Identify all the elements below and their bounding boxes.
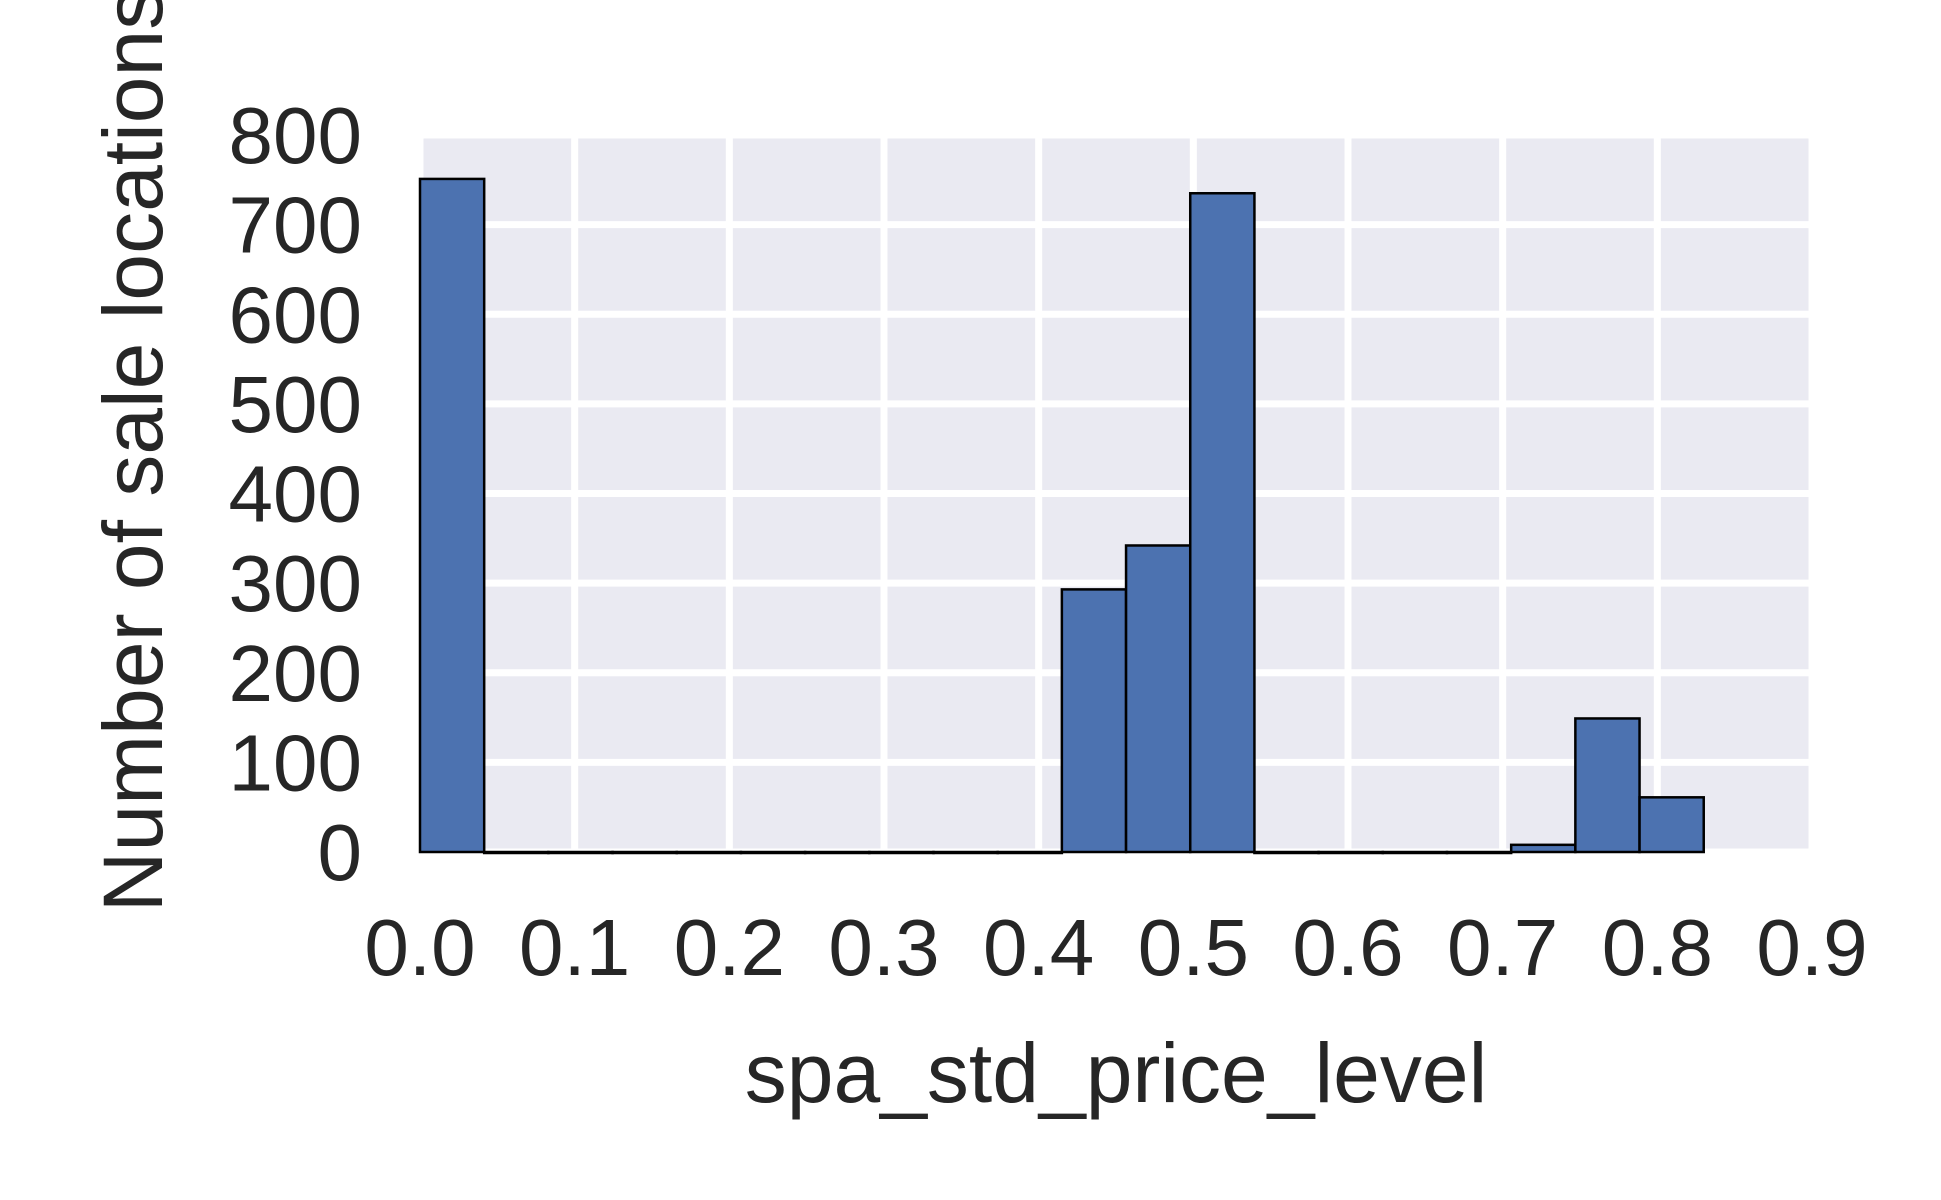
histogram-bar [418, 177, 486, 854]
x-tick-labels: 0.0 0.1 0.2 0.3 0.4 0.5 0.6 0.7 0.8 0.9 [364, 903, 1867, 992]
x-tick-label: 0.7 [1447, 903, 1558, 992]
histogram-bar [1509, 843, 1577, 854]
histogram-bar [611, 850, 678, 855]
histogram-bar [1188, 192, 1256, 854]
histogram-bar [803, 850, 871, 855]
x-tick-label: 0.4 [983, 903, 1094, 992]
histogram-bar [868, 850, 935, 855]
histogram-bar [1124, 544, 1192, 854]
histogram-bar [1253, 850, 1320, 855]
x-tick-label: 0.6 [1292, 903, 1403, 992]
histogram-bar [1060, 588, 1128, 854]
y-tick-label: 200 [229, 629, 362, 718]
histogram-bar [996, 850, 1064, 855]
x-tick-label: 0.5 [1138, 903, 1249, 992]
x-tick-label: 0.9 [1756, 903, 1867, 992]
histogram-bar [1638, 796, 1705, 854]
x-tick-label: 0.8 [1602, 903, 1713, 992]
y-tick-label: 700 [229, 181, 362, 270]
histogram-bar [547, 850, 614, 855]
histogram-bar [1317, 850, 1385, 855]
x-tick-label: 0.3 [828, 903, 939, 992]
histogram-bar [739, 850, 807, 855]
y-tick-label: 500 [229, 360, 362, 449]
histogram-bar [482, 850, 550, 855]
x-axis-label: spa_std_price_level [745, 1026, 1487, 1120]
y-tick-label: 300 [229, 539, 362, 628]
histogram-bar [1574, 717, 1641, 854]
y-tick-label: 400 [229, 450, 362, 539]
y-tick-label: 800 [229, 91, 362, 180]
x-tick-label: 0.1 [519, 903, 630, 992]
histogram-bar [675, 850, 743, 855]
y-axis-label: Number of sale locations [86, 0, 180, 912]
x-tick-label: 0.0 [364, 903, 475, 992]
y-tick-label: 100 [229, 718, 362, 807]
histogram-bar [932, 850, 999, 855]
histogram-bar [1445, 850, 1513, 855]
bars [418, 177, 1705, 855]
histogram-bar [1381, 850, 1449, 855]
x-tick-label: 0.2 [674, 903, 785, 992]
y-tick-label: 600 [229, 270, 362, 359]
y-tick-label: 0 [318, 808, 363, 897]
